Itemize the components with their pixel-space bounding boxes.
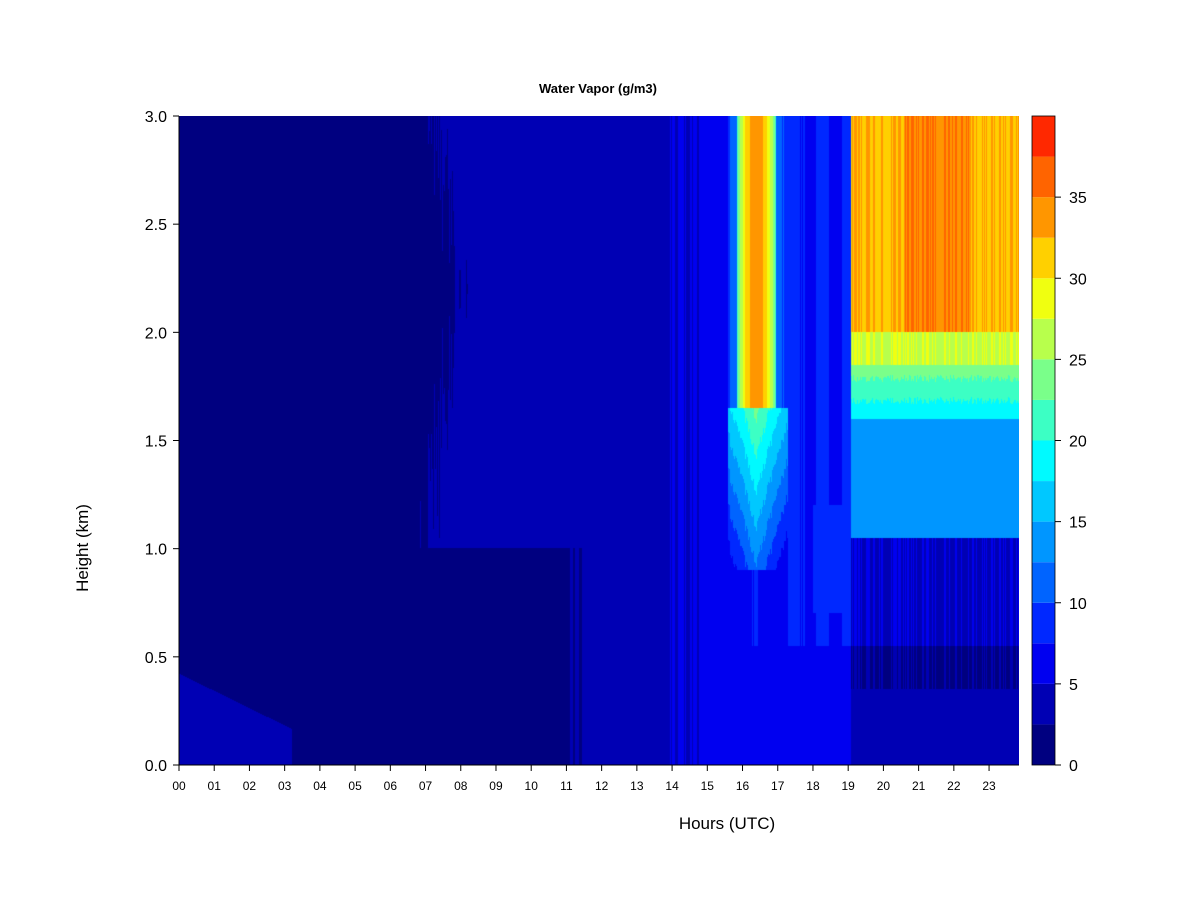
colorbar-band	[1032, 602, 1055, 644]
x-tick-label: 22	[947, 779, 961, 793]
x-tick-label: 12	[595, 779, 609, 793]
x-tick-label: 05	[348, 779, 362, 793]
colorbar-band	[1032, 521, 1055, 563]
x-tick-label: 02	[243, 779, 257, 793]
colorbar-tick-label: 20	[1069, 434, 1087, 451]
x-tick-label: 07	[419, 779, 433, 793]
y-tick-label: 3.0	[145, 109, 167, 126]
colorbar-band	[1032, 156, 1055, 198]
x-tick-label: 15	[701, 779, 715, 793]
x-tick-label: 01	[208, 779, 222, 793]
colorbar-tick-label: 30	[1069, 271, 1087, 288]
colorbar-tick-label: 15	[1069, 515, 1087, 532]
colorbar-band	[1032, 278, 1055, 319]
x-tick-label: 10	[525, 779, 539, 793]
colorbar-band	[1032, 359, 1055, 400]
colorbar-band	[1032, 440, 1055, 482]
colorbar-tick-label: 25	[1069, 352, 1087, 369]
colorbar-axis: 0 5 10 15 20 25 30 35	[1055, 190, 1087, 775]
colorbar-tick-label: 35	[1069, 190, 1087, 207]
colorbar-band	[1032, 683, 1055, 725]
plot-area	[178, 116, 1019, 766]
x-axis-label: Hours (UTC)	[679, 814, 775, 833]
colorbar-band	[1032, 197, 1055, 238]
colorbar-band	[1032, 724, 1055, 765]
x-tick-label: 14	[665, 779, 679, 793]
x-tick-label: 18	[806, 779, 820, 793]
x-tick-label: 08	[454, 779, 468, 793]
x-tick-label: 23	[982, 779, 996, 793]
y-tick-label: 1.5	[145, 434, 167, 451]
x-tick-label: 16	[736, 779, 750, 793]
x-tick-label: 11	[560, 779, 573, 793]
colorbar-tick-label: 10	[1069, 596, 1087, 613]
x-tick-label: 09	[489, 779, 503, 793]
colorbar	[1031, 115, 1056, 766]
colorbar-band	[1032, 481, 1055, 522]
colorbar-tick-label: 5	[1069, 677, 1078, 694]
y-tick-label: 1.0	[145, 542, 167, 559]
y-tick-label: 0.5	[145, 650, 167, 667]
x-tick-label: 00	[172, 779, 186, 793]
y-tick-label: 0.0	[145, 758, 167, 775]
heatmap-field	[179, 116, 1019, 765]
x-tick-label: 21	[912, 779, 926, 793]
x-tick-label: 13	[630, 779, 644, 793]
y-tick-label: 2.5	[145, 217, 167, 234]
colorbar-band	[1032, 643, 1055, 684]
x-tick-label: 20	[877, 779, 891, 793]
y-axis-label: Height (km)	[73, 504, 92, 592]
y-tick-label: 2.0	[145, 325, 167, 342]
colorbar-band	[1032, 116, 1055, 157]
colorbar-band	[1032, 399, 1055, 441]
x-tick-label: 17	[771, 779, 785, 793]
chart-title: Water Vapor (g/m3)	[539, 81, 657, 96]
x-tick-label: 04	[313, 779, 327, 793]
y-axis: 0.0 0.5 1.0 1.5 2.0 2.5 3.0	[145, 109, 179, 775]
colorbar-tick-label: 0	[1069, 758, 1078, 775]
x-tick-label: 19	[842, 779, 856, 793]
x-tick-label: 03	[278, 779, 292, 793]
colorbar-band	[1032, 562, 1055, 603]
x-tick-label: 06	[384, 779, 398, 793]
colorbar-band	[1032, 237, 1055, 279]
colorbar-band	[1032, 318, 1055, 360]
x-axis: 00 01 02 03 04 05 06 07 08 09 10 11 12 13 14 15 16 17 18 19…	[172, 765, 996, 793]
